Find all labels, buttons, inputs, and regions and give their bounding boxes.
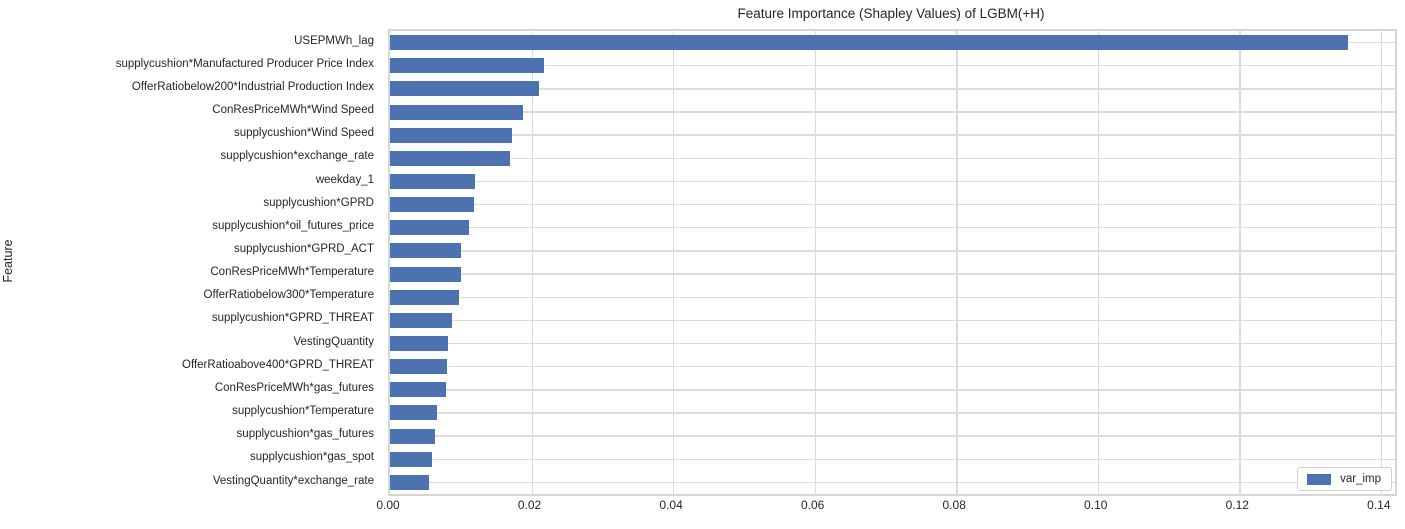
gridline-horizontal xyxy=(390,65,1395,67)
bar xyxy=(390,266,461,282)
gridline-horizontal xyxy=(390,134,1395,136)
gridline-horizontal xyxy=(390,180,1395,183)
gridline-horizontal xyxy=(390,88,1395,90)
x-tick-label: 0.12 xyxy=(1225,498,1249,512)
bar xyxy=(390,474,429,490)
bar xyxy=(390,150,510,166)
legend-label: var_imp xyxy=(1340,473,1381,485)
gridline-horizontal xyxy=(390,435,1395,437)
feature-label: VestingQuantity*exchange_rate xyxy=(212,474,374,487)
gridline-horizontal xyxy=(390,412,1395,414)
feature-label: supplycushion*GPRD_ACT xyxy=(234,242,374,255)
feature-label: supplycushion*Temperature xyxy=(232,405,374,418)
gridline-vertical xyxy=(814,31,817,494)
bar xyxy=(390,451,433,467)
feature-label: OfferRatiobelow200*Industrial Production… xyxy=(131,80,374,93)
bar xyxy=(390,58,544,74)
bar xyxy=(390,173,475,189)
x-tick-label: 0.02 xyxy=(517,498,542,512)
legend: var_imp xyxy=(1297,467,1392,491)
bar xyxy=(390,428,436,444)
bar xyxy=(390,104,524,120)
feature-label: ConResPriceMWh*gas_futures xyxy=(214,381,374,394)
bar xyxy=(390,336,449,352)
bar xyxy=(390,35,1349,51)
x-tick-label: 0.06 xyxy=(800,498,825,512)
x-axis-tick-labels: 0.00 0.02 0.04 0.06 0.08 0.10 0.12 0.14 xyxy=(376,498,1393,518)
gridline-vertical xyxy=(531,31,533,494)
x-tick-label: 0.10 xyxy=(1084,498,1108,512)
gridline-horizontal xyxy=(390,111,1395,113)
feature-label: supplycushion*GPRD_THREAT xyxy=(211,312,374,325)
gridline-horizontal xyxy=(390,365,1395,368)
gridline-horizontal xyxy=(390,157,1395,160)
gridline-horizontal xyxy=(390,273,1395,275)
gridline-vertical xyxy=(1380,31,1383,494)
gridline-horizontal xyxy=(390,203,1395,206)
feature-label: supplycushion*Wind Speed xyxy=(233,127,374,140)
feature-label: supplycushion*exchange_rate xyxy=(220,150,374,163)
gridline-vertical xyxy=(1097,31,1100,494)
legend-swatch-icon xyxy=(1307,473,1332,485)
gridline-horizontal xyxy=(390,389,1395,391)
feature-label: supplycushion*Manufactured Producer Pric… xyxy=(115,57,374,70)
gridline-vertical xyxy=(673,31,675,494)
chart-title: Feature Importance (Shapley Values) of L… xyxy=(737,6,1045,21)
gridline-vertical xyxy=(1239,31,1241,494)
x-tick-label: 0.14 xyxy=(1367,498,1391,512)
bar xyxy=(390,405,438,421)
gridline-vertical xyxy=(956,31,958,494)
feature-label: ConResPriceMWh*Temperature xyxy=(210,266,374,279)
gridline-horizontal xyxy=(390,250,1395,252)
bar xyxy=(390,220,469,236)
y-tick-labels: USEPMWh_lag supplycushion*Manufactured Pr… xyxy=(0,29,381,492)
feature-label: supplycushion*GPRD xyxy=(263,196,374,209)
x-tick-label: 0.08 xyxy=(942,498,966,512)
gridline-horizontal xyxy=(390,342,1395,345)
gridline-horizontal xyxy=(390,481,1395,484)
feature-label: supplycushion*oil_futures_price xyxy=(212,219,374,232)
feature-label: ConResPriceMWh*Wind Speed xyxy=(212,104,374,117)
feature-label: weekday_1 xyxy=(315,173,374,186)
gridline-horizontal xyxy=(390,227,1395,229)
bar xyxy=(390,243,461,259)
feature-label: VestingQuantity xyxy=(293,335,374,348)
bar xyxy=(390,359,447,375)
bar xyxy=(390,382,446,398)
gridline-horizontal xyxy=(390,458,1395,460)
x-tick-label: 0.04 xyxy=(659,498,683,512)
feature-label: USEPMWh_lag xyxy=(294,34,374,47)
x-tick-label: 0.00 xyxy=(376,498,400,512)
bar xyxy=(390,289,459,305)
gridline-horizontal xyxy=(390,296,1395,298)
bar xyxy=(390,197,474,213)
feature-label: supplycushion*gas_spot xyxy=(249,451,374,464)
bar xyxy=(390,312,452,328)
feature-label: OfferRatiobelow300*Temperature xyxy=(203,289,374,302)
feature-label: supplycushion*gas_futures xyxy=(236,428,374,441)
feature-label: OfferRatioabove400*GPRD_THREAT xyxy=(182,358,374,371)
bar xyxy=(390,81,539,97)
bar xyxy=(390,127,513,143)
plot-area: var_imp xyxy=(388,29,1397,496)
gridline-horizontal xyxy=(390,319,1395,322)
